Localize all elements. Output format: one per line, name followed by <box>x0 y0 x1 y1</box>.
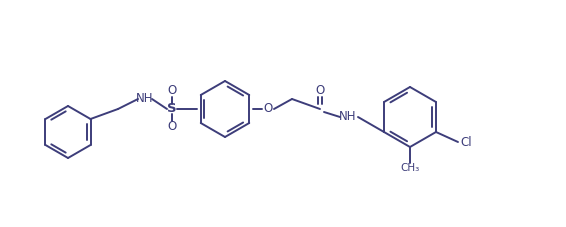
Text: Cl: Cl <box>460 136 472 148</box>
Text: O: O <box>315 84 325 98</box>
Text: O: O <box>263 103 273 116</box>
Text: O: O <box>168 84 177 98</box>
Text: NH: NH <box>339 111 357 123</box>
Text: S: S <box>167 103 177 116</box>
Text: NH: NH <box>136 92 154 106</box>
Text: O: O <box>168 121 177 133</box>
Text: CH₃: CH₃ <box>400 163 419 173</box>
